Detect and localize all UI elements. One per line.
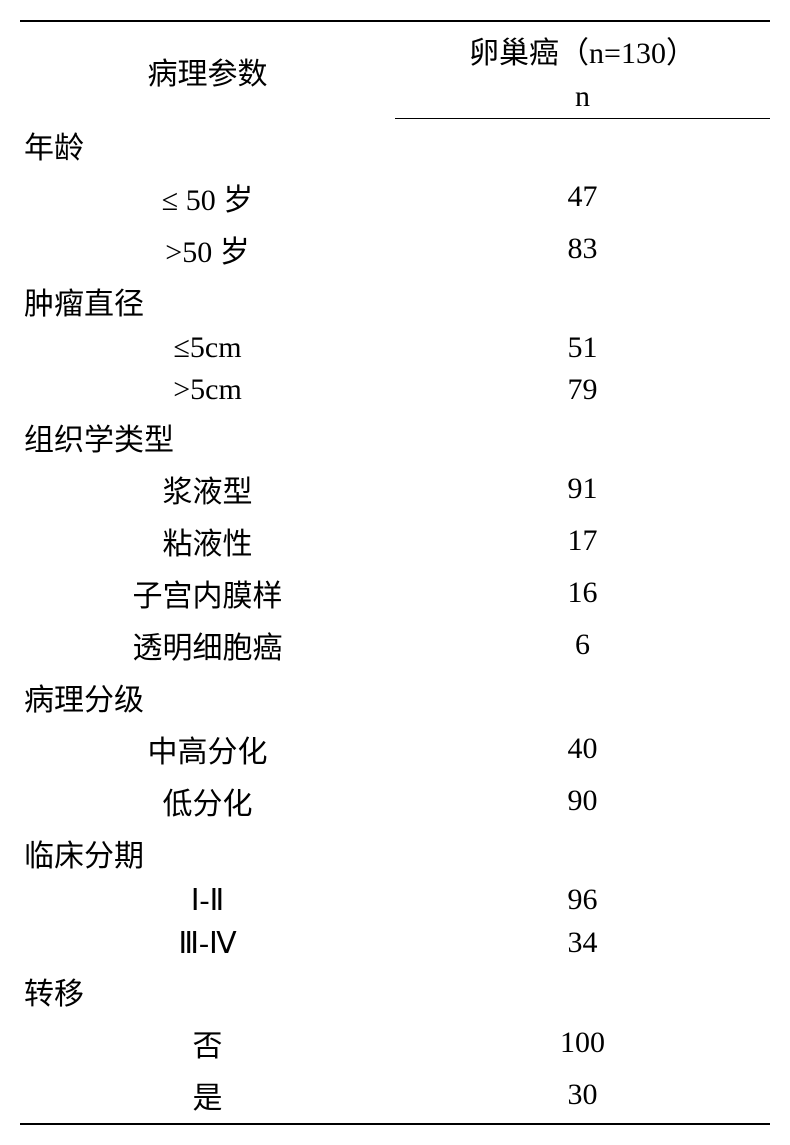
row-value: 34 bbox=[395, 922, 770, 965]
row-label: Ⅰ-Ⅱ bbox=[20, 879, 395, 922]
category-value-empty bbox=[395, 827, 770, 879]
row-value: 96 bbox=[395, 879, 770, 922]
category-label: 肿瘤直径 bbox=[20, 275, 395, 327]
row-label: 透明细胞癌 bbox=[20, 619, 395, 671]
row-value: 51 bbox=[395, 327, 770, 369]
row-value: 91 bbox=[395, 463, 770, 515]
table-row: 子宫内膜样16 bbox=[20, 567, 770, 619]
category-value-empty bbox=[395, 119, 770, 171]
category-value-empty bbox=[395, 411, 770, 463]
table-row: 转移 bbox=[20, 965, 770, 1017]
table-row: 否100 bbox=[20, 1017, 770, 1069]
table-row: ≤5cm51 bbox=[20, 327, 770, 369]
table-row: 组织学类型 bbox=[20, 411, 770, 463]
row-value: 47 bbox=[395, 171, 770, 223]
table-body: 年龄 ≤ 50 岁47 >50 岁83 肿瘤直径 ≤5cm51 >5cm79 组… bbox=[20, 119, 770, 1124]
row-label: 粘液性 bbox=[20, 515, 395, 567]
table-row: 年龄 bbox=[20, 119, 770, 171]
row-value: 79 bbox=[395, 369, 770, 411]
table-row: 粘液性17 bbox=[20, 515, 770, 567]
table-row: >50 岁83 bbox=[20, 223, 770, 275]
header-param: 病理参数 bbox=[20, 21, 395, 119]
table-row: 低分化90 bbox=[20, 775, 770, 827]
row-label: 低分化 bbox=[20, 775, 395, 827]
row-label: ≤5cm bbox=[20, 327, 395, 369]
table-row: >5cm79 bbox=[20, 369, 770, 411]
table-row: 浆液型91 bbox=[20, 463, 770, 515]
table-row: 中高分化40 bbox=[20, 723, 770, 775]
row-value: 30 bbox=[395, 1069, 770, 1124]
row-label: 否 bbox=[20, 1017, 395, 1069]
row-label: Ⅲ-Ⅳ bbox=[20, 922, 395, 965]
category-label: 临床分期 bbox=[20, 827, 395, 879]
row-label: 是 bbox=[20, 1069, 395, 1124]
header-value-line1: 卵巢癌（n=130） bbox=[395, 21, 770, 76]
table-row: ≤ 50 岁47 bbox=[20, 171, 770, 223]
category-label: 病理分级 bbox=[20, 671, 395, 723]
category-label: 转移 bbox=[20, 965, 395, 1017]
pathology-table: 病理参数 卵巢癌（n=130） n 年龄 ≤ 50 岁47 >50 岁83 肿瘤… bbox=[20, 20, 770, 1125]
table-row: Ⅲ-Ⅳ34 bbox=[20, 922, 770, 965]
table-row: 是30 bbox=[20, 1069, 770, 1124]
row-value: 17 bbox=[395, 515, 770, 567]
row-value: 100 bbox=[395, 1017, 770, 1069]
category-label: 年龄 bbox=[20, 119, 395, 171]
table-row: 临床分期 bbox=[20, 827, 770, 879]
row-value: 90 bbox=[395, 775, 770, 827]
row-label: 中高分化 bbox=[20, 723, 395, 775]
row-label: 浆液型 bbox=[20, 463, 395, 515]
table-row: 透明细胞癌6 bbox=[20, 619, 770, 671]
row-label: >50 岁 bbox=[20, 223, 395, 275]
table-row: 病理分级 bbox=[20, 671, 770, 723]
category-label: 组织学类型 bbox=[20, 411, 395, 463]
table-row: Ⅰ-Ⅱ96 bbox=[20, 879, 770, 922]
row-label: 子宫内膜样 bbox=[20, 567, 395, 619]
row-label: ≤ 50 岁 bbox=[20, 171, 395, 223]
category-value-empty bbox=[395, 671, 770, 723]
table-row: 肿瘤直径 bbox=[20, 275, 770, 327]
row-value: 40 bbox=[395, 723, 770, 775]
category-value-empty bbox=[395, 275, 770, 327]
row-value: 6 bbox=[395, 619, 770, 671]
table-header: 病理参数 卵巢癌（n=130） n bbox=[20, 21, 770, 119]
row-label: >5cm bbox=[20, 369, 395, 411]
header-value-line2: n bbox=[395, 76, 770, 119]
row-value: 83 bbox=[395, 223, 770, 275]
category-value-empty bbox=[395, 965, 770, 1017]
row-value: 16 bbox=[395, 567, 770, 619]
pathology-table-container: 病理参数 卵巢癌（n=130） n 年龄 ≤ 50 岁47 >50 岁83 肿瘤… bbox=[20, 20, 770, 1125]
